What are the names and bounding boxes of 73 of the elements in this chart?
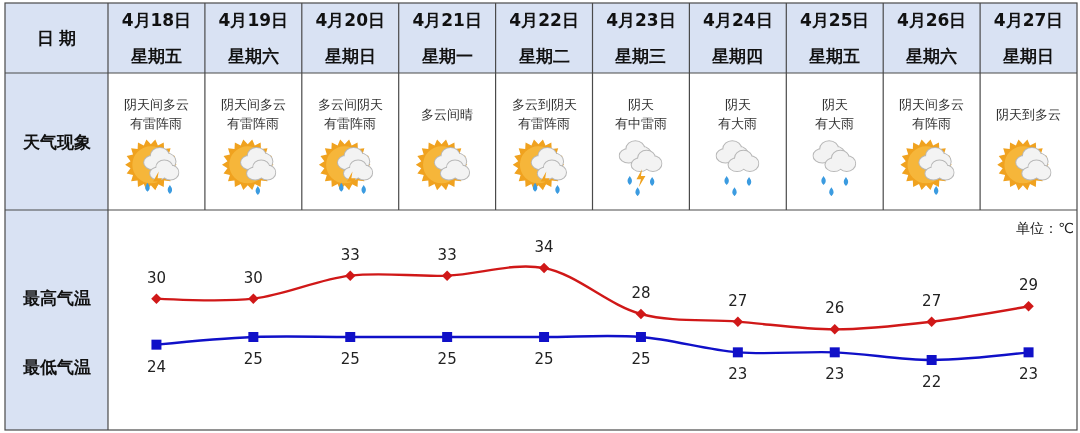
- text: 阴天到多云: [996, 106, 1062, 122]
- text: 有雷阵雨: [518, 116, 571, 131]
- text: 阴天: [627, 97, 654, 112]
- text: 有雷阵雨: [227, 116, 280, 131]
- text: 有阵雨: [912, 116, 952, 131]
- data-label: 23: [825, 365, 845, 384]
- data-label: 28: [631, 284, 651, 302]
- text: 有雷阵雨: [130, 116, 183, 131]
- data-label: 27: [922, 291, 942, 310]
- point: [1023, 347, 1034, 358]
- data-label: 26: [825, 299, 845, 318]
- y-axis-title: 单位：℃: [1016, 220, 1074, 236]
- point: [345, 270, 356, 281]
- point: [829, 324, 840, 335]
- point: [635, 308, 647, 320]
- data-label: 24: [146, 357, 166, 376]
- data-label: 23: [1019, 365, 1039, 384]
- data-label: 33: [340, 245, 360, 264]
- data-label: 23: [728, 365, 748, 384]
- text: 有中雷雨: [614, 116, 667, 131]
- data-label: 33: [437, 245, 457, 264]
- point: [248, 332, 259, 342]
- point: [248, 293, 259, 304]
- x-tick-label: 4月25日星期五: [800, 10, 870, 66]
- data-label: 27: [728, 291, 748, 310]
- text: 最低气温: [21, 357, 91, 377]
- data-label: 25: [631, 350, 651, 368]
- point: [926, 355, 937, 365]
- x-tick-label: 4月21日星期一: [412, 10, 482, 66]
- data-label: 29: [1019, 276, 1039, 295]
- data-label: 30: [146, 268, 166, 287]
- point: [151, 339, 162, 350]
- x-tick-label: 4月27日星期日: [993, 10, 1064, 66]
- data-label: 25: [534, 350, 554, 368]
- text: 多云间阴天: [317, 97, 383, 112]
- data-label: 30: [243, 268, 263, 287]
- text: 阴天间多云: [123, 97, 189, 112]
- x-tick-label: 4月18日星期五: [121, 10, 192, 66]
- text: 阴天: [821, 97, 848, 112]
- point: [732, 316, 744, 327]
- data-label: 34: [534, 238, 554, 256]
- text: 天气现象: [21, 131, 91, 152]
- data-label: 25: [340, 350, 360, 368]
- text: 最高气温: [21, 288, 91, 308]
- x-tick-label: 4月22日星期二: [509, 10, 579, 66]
- text: 多云间晴: [421, 106, 474, 122]
- point: [538, 262, 550, 274]
- point: [441, 270, 453, 281]
- text: 有大雨: [718, 116, 758, 131]
- point: [829, 347, 840, 358]
- text: 阴天间多云: [220, 97, 286, 112]
- x-tick-label: 4月23日星期三: [606, 10, 676, 66]
- x-tick-label: 4月24日星期四: [703, 10, 773, 66]
- point: [926, 316, 937, 327]
- point: [635, 332, 646, 342]
- data-label: 25: [437, 350, 457, 368]
- x-tick-label: 4月26日星期六: [896, 10, 967, 66]
- x-tick-label: 4月19日星期六: [218, 10, 289, 66]
- text: 有大雨: [815, 116, 855, 131]
- x-tick-label: 4月20日星期日: [315, 10, 385, 66]
- point: [151, 293, 162, 304]
- point: [539, 332, 550, 342]
- x-axis-title: 日 期: [36, 28, 77, 48]
- data-label: 22: [922, 373, 942, 391]
- text: 阴天间多云: [899, 97, 965, 112]
- text: 多云到阴天: [511, 97, 577, 112]
- text: 有雷阵雨: [324, 116, 377, 131]
- text: 阴天: [724, 97, 751, 112]
- point: [1023, 301, 1034, 312]
- point: [732, 347, 743, 358]
- point: [442, 332, 453, 342]
- point: [345, 332, 356, 342]
- data-label: 25: [243, 350, 263, 368]
